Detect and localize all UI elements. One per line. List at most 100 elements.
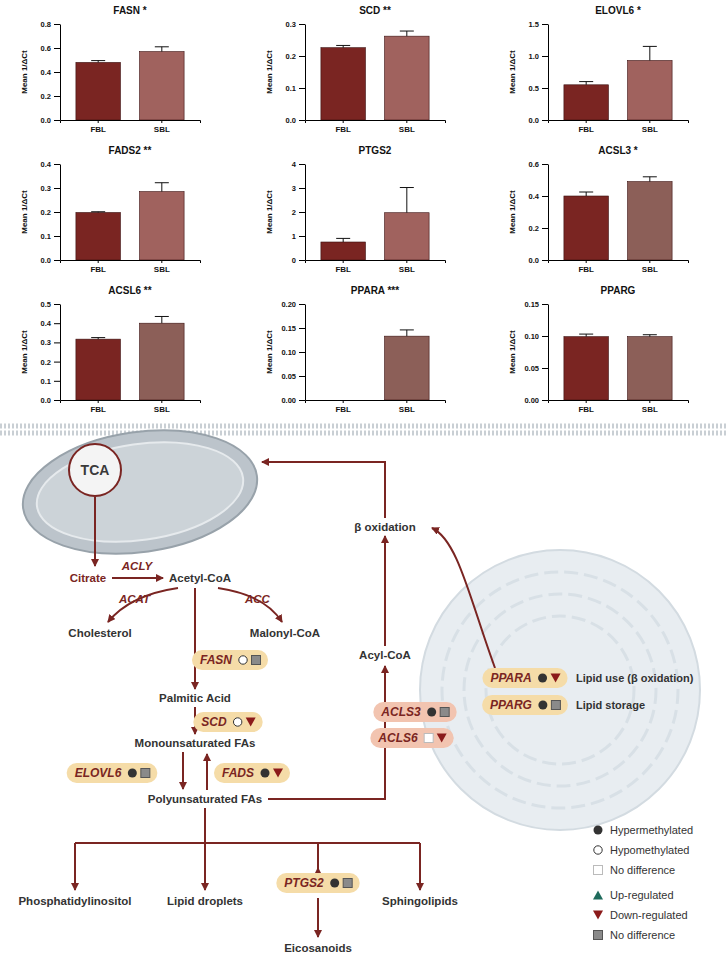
- x-tick-label: SBL: [154, 265, 170, 274]
- arrow: [317, 868, 319, 870]
- chart-title: FASN *: [113, 5, 146, 16]
- y-tick-mark: [542, 164, 548, 165]
- y-tick-label: 0.10: [281, 348, 296, 357]
- error-bar: [406, 31, 407, 36]
- y-tick: 0.1: [41, 377, 60, 386]
- metabolite-label: Lipid droplets: [167, 895, 243, 907]
- x-tick-label: FBL: [90, 125, 106, 134]
- symbol-no-difference: [141, 769, 150, 778]
- symbol-no-difference: [252, 656, 261, 665]
- y-tick-mark: [542, 24, 548, 25]
- y-axis-title: Mean 1/ΔCt: [508, 330, 517, 374]
- y-tick: 0.4: [41, 319, 60, 328]
- y-tick-mark: [299, 56, 305, 57]
- y-tick-label: 0.1: [286, 84, 296, 93]
- bar-chart: ACSL3 *Mean 1/ΔCt0.00.20.40.6FBLSBL: [508, 145, 689, 274]
- y-tick-mark: [542, 400, 548, 401]
- x-tick-mark: [649, 120, 650, 123]
- bar: [76, 212, 121, 260]
- arrow: [108, 588, 178, 622]
- y-tick: 0.2: [41, 208, 60, 217]
- x-tick: FBL: [90, 120, 106, 134]
- metabolite-label: Cholesterol: [68, 627, 131, 639]
- gene-label: ACLS6: [377, 731, 418, 745]
- symbol-hypermethylated: [427, 708, 436, 717]
- x-tick-label: SBL: [642, 405, 658, 414]
- symbol-no-difference: [594, 931, 603, 940]
- x-tick-mark: [649, 260, 650, 263]
- gene-badge: ACLS6: [370, 728, 453, 748]
- y-tick-mark: [299, 400, 305, 401]
- y-tick: 0.4: [41, 160, 60, 169]
- mitochondrion-inner: [30, 430, 249, 554]
- error-bar: [406, 188, 407, 213]
- x-tick-mark: [406, 400, 407, 403]
- arrow: [384, 536, 386, 646]
- y-tick: 1: [292, 232, 305, 241]
- y-axis: 0.00.10.20.30.4: [41, 160, 61, 265]
- symbol-up-regulated: [593, 891, 603, 900]
- gene-badge-bg: [482, 668, 567, 688]
- nucleus-texture: [442, 572, 678, 808]
- x-tick: FBL: [335, 400, 351, 414]
- metabolite-label: Citrate: [70, 572, 106, 584]
- y-tick: 0.10: [281, 348, 305, 357]
- y-tick-mark: [54, 236, 60, 237]
- x-tick-mark: [343, 120, 344, 123]
- chart-title: SCD **: [359, 5, 391, 16]
- symbol-no-difference: [424, 734, 433, 743]
- symbol-hypomethylated: [233, 718, 241, 726]
- y-tick: 0.0: [41, 256, 60, 265]
- bar-chart: FASN *Mean 1/ΔCt0.00.20.40.60.8FBLSBL: [20, 5, 201, 134]
- gene-badge-bg: [482, 695, 568, 715]
- y-axis: 0.00.10.20.30.40.5: [41, 300, 61, 405]
- x-axis-line: [549, 261, 689, 264]
- symbol-hypermethylated: [128, 769, 137, 778]
- x-tick: SBL: [399, 400, 415, 414]
- error-cap: [579, 334, 593, 335]
- metabolite-label: Palmitic Acid: [159, 692, 231, 704]
- gene-badge-bg: [192, 650, 268, 670]
- metabolite-label: Malonyl-CoA: [250, 627, 320, 639]
- y-tick-label: 0.0: [41, 396, 51, 405]
- enzyme-label: ACC: [244, 593, 271, 605]
- symbol-hypermethylated: [538, 701, 547, 710]
- y-tick-label: 0.6: [41, 44, 51, 53]
- symbol-no-difference: [594, 866, 603, 875]
- y-tick-mark: [299, 188, 305, 189]
- y-tick: 0.15: [524, 300, 548, 309]
- plot-area: [564, 177, 672, 260]
- y-tick-label: 0.0: [286, 116, 296, 125]
- y-tick-label: 0.4: [41, 319, 52, 328]
- arrow: [432, 528, 495, 668]
- error-cap: [91, 211, 105, 212]
- y-tick-mark: [54, 342, 60, 343]
- y-tick-mark: [542, 88, 548, 89]
- error-cap: [400, 329, 414, 330]
- y-tick-mark: [54, 72, 60, 73]
- y-tick: 0.3: [41, 184, 60, 193]
- x-tick: FBL: [578, 120, 594, 134]
- x-axis: FBLSBL: [61, 400, 201, 414]
- x-tick-mark: [161, 400, 162, 403]
- y-tick-mark: [54, 260, 60, 261]
- x-tick-label: SBL: [642, 125, 658, 134]
- x-tick-label: FBL: [90, 405, 106, 414]
- symbol-hypermethylated: [594, 826, 603, 835]
- annotation: Lipid use (β oxidation): [576, 672, 694, 684]
- gene-badge-bg: [373, 702, 456, 722]
- x-tick-label: SBL: [399, 265, 415, 274]
- symbol-hypomethylated: [594, 846, 602, 854]
- gene-label: ACLS3: [380, 705, 421, 719]
- x-tick: FBL: [578, 400, 594, 414]
- gene-label: ELOVL6: [75, 766, 122, 780]
- y-tick: 0.20: [281, 300, 305, 309]
- bar: [76, 62, 121, 120]
- x-tick-mark: [98, 400, 99, 403]
- error-bar: [406, 330, 407, 336]
- error-bar: [649, 46, 650, 60]
- nucleus: [420, 550, 700, 830]
- x-tick-mark: [406, 260, 407, 263]
- y-tick-label: 0.05: [281, 372, 296, 381]
- y-tick-mark: [54, 24, 60, 25]
